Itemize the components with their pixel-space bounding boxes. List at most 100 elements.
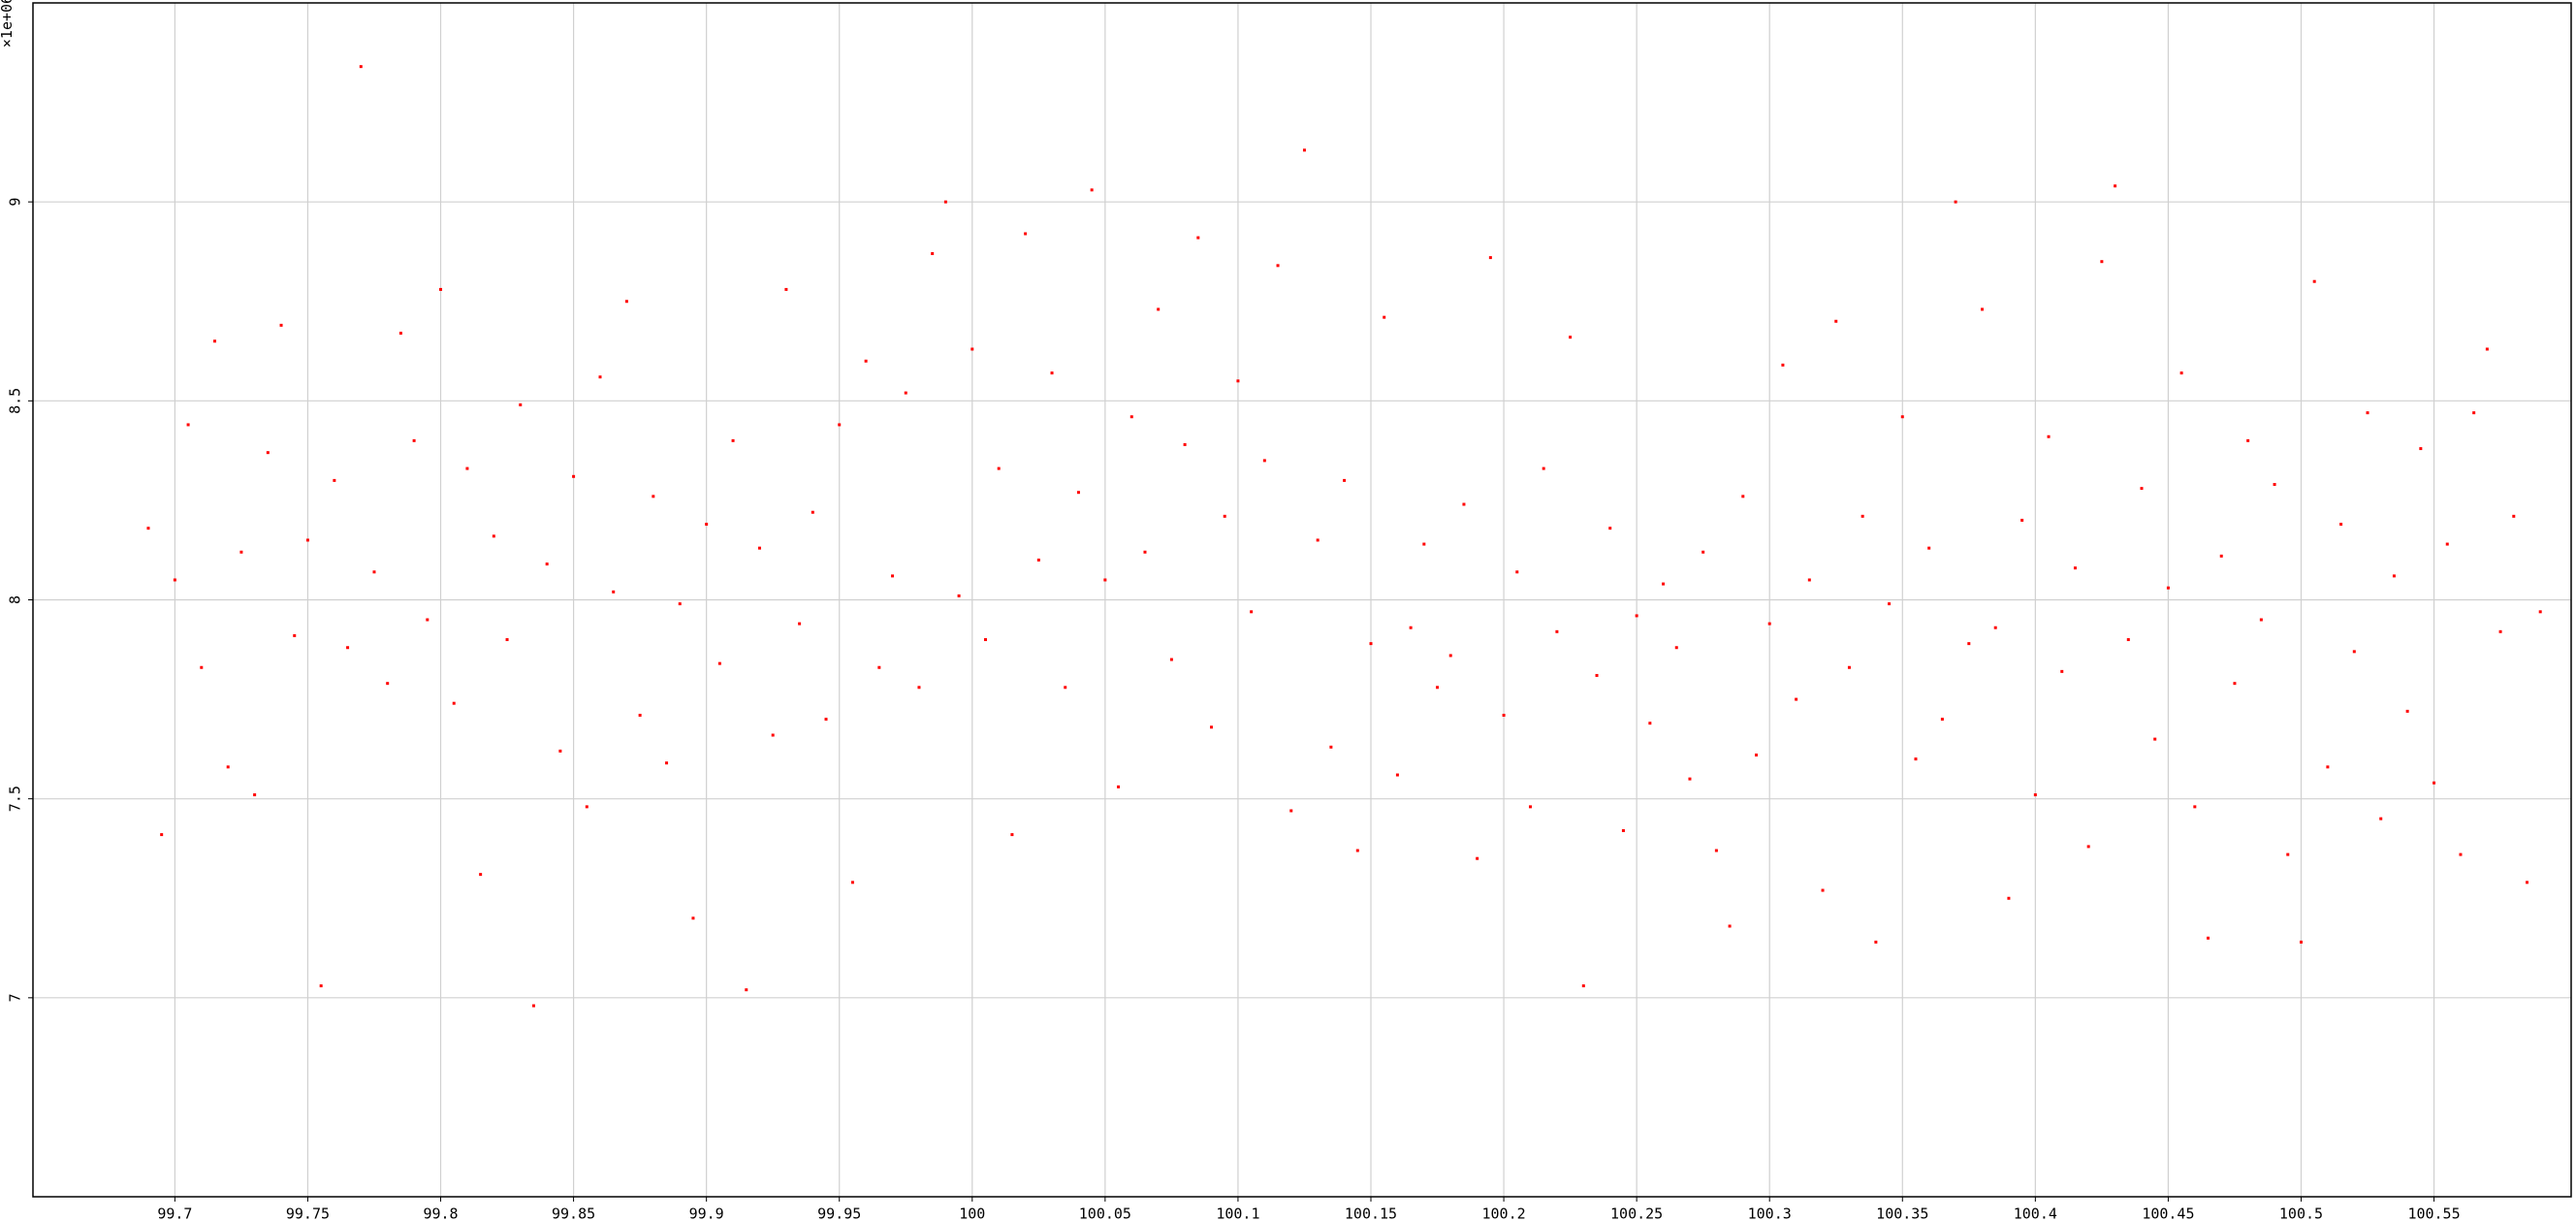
point <box>1010 833 1014 837</box>
point <box>386 682 390 686</box>
point <box>1940 718 1944 722</box>
point <box>1701 550 1705 554</box>
point <box>2405 709 2409 713</box>
point <box>1781 363 1785 367</box>
point <box>279 323 283 327</box>
point <box>1250 610 1254 614</box>
point <box>398 332 402 336</box>
point <box>2153 737 2157 741</box>
y-tick-label: 8.5 <box>7 388 24 414</box>
point <box>412 438 416 442</box>
point <box>1515 570 1519 574</box>
point <box>917 686 921 690</box>
point <box>1103 578 1107 582</box>
point <box>2459 852 2463 856</box>
point <box>146 527 150 530</box>
point <box>2299 940 2303 944</box>
point <box>1050 371 1054 375</box>
point <box>200 665 204 669</box>
point <box>2246 438 2250 442</box>
point <box>1409 626 1413 629</box>
point <box>1981 307 1985 311</box>
point <box>1488 256 1492 260</box>
point <box>1236 379 1240 383</box>
y-tick-label: 7.5 <box>7 786 24 812</box>
point <box>2379 817 2383 820</box>
point <box>2020 518 2024 522</box>
point <box>678 602 682 606</box>
point <box>1555 629 1559 633</box>
x-tick-label: 100.15 <box>1345 1205 1397 1221</box>
offset-label: ×1e+06 <box>0 0 16 48</box>
point <box>2472 411 2476 415</box>
point <box>1621 828 1625 832</box>
point <box>2485 347 2489 351</box>
point <box>558 749 562 753</box>
point <box>1993 626 1997 629</box>
point <box>1888 602 1892 606</box>
y-tick-label: 9 <box>7 198 24 207</box>
point <box>1090 188 1094 192</box>
point <box>1169 658 1173 661</box>
point <box>2525 881 2528 884</box>
point <box>1422 542 1426 546</box>
point <box>2179 371 2183 375</box>
point <box>519 402 523 406</box>
point <box>186 423 190 427</box>
point <box>1581 984 1585 988</box>
point <box>452 701 456 705</box>
point <box>691 916 695 920</box>
point <box>173 578 176 582</box>
point <box>891 574 895 578</box>
x-tick-label: 100 <box>959 1205 985 1221</box>
point <box>2498 629 2502 633</box>
point <box>1223 514 1226 518</box>
point <box>2166 586 2170 590</box>
point <box>2073 566 2077 570</box>
point <box>1462 502 1466 506</box>
point <box>598 375 602 379</box>
point <box>1276 264 1280 268</box>
plot-frame <box>32 2 2572 1198</box>
point <box>1369 642 1373 646</box>
point <box>1436 686 1440 690</box>
point <box>426 618 429 622</box>
point <box>2273 483 2276 487</box>
point <box>1129 415 1133 419</box>
point <box>1262 459 1266 463</box>
point <box>1569 336 1573 339</box>
point <box>2392 574 2396 578</box>
x-tick-label: 100.4 <box>2014 1205 2057 1221</box>
point <box>1595 673 1599 677</box>
point <box>2233 682 2237 686</box>
point <box>731 438 735 442</box>
point <box>2419 447 2423 451</box>
point <box>1395 773 1399 777</box>
point <box>970 347 974 351</box>
point <box>1528 805 1532 809</box>
point <box>505 638 509 642</box>
point <box>943 200 947 204</box>
point <box>1874 940 1878 944</box>
x-tick-label: 100.05 <box>1079 1205 1131 1221</box>
point <box>305 538 309 542</box>
point <box>333 478 336 482</box>
point <box>160 833 164 837</box>
x-tick-label: 100.3 <box>1748 1205 1792 1221</box>
point <box>2433 781 2436 785</box>
point <box>1210 725 1214 729</box>
point <box>638 713 642 717</box>
point <box>1728 924 1732 928</box>
point <box>1448 654 1452 658</box>
point <box>585 805 588 809</box>
point <box>838 423 842 427</box>
point <box>1196 236 1200 240</box>
point <box>1608 527 1612 530</box>
point <box>957 594 961 597</box>
point <box>2060 669 2064 673</box>
point <box>346 646 350 650</box>
point <box>1117 785 1121 788</box>
point <box>1741 495 1745 498</box>
point <box>1688 777 1692 781</box>
